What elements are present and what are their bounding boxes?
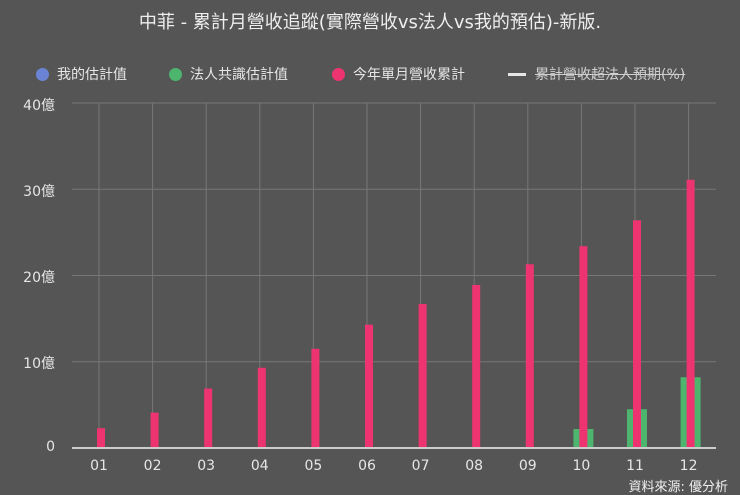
chart-title: 中菲 - 累計月營收追蹤(實際營收vs法人vs我的預估)-新版. [138, 12, 602, 33]
bar-cumulative-07[interactable] [418, 303, 427, 448]
y-tick-40: 40億 [23, 98, 55, 114]
legend-dot-icon [36, 67, 49, 81]
legend-dot-icon [332, 67, 345, 81]
legend-item-consensus-estimate[interactable]: 法人共識估計值 [169, 62, 288, 86]
bar-cumulative-04[interactable] [257, 367, 266, 448]
legend-line-icon [508, 72, 526, 76]
x-tick-08: 08 [465, 458, 484, 474]
x-tick-06: 06 [358, 458, 376, 474]
bar-cumulative-09[interactable] [525, 264, 534, 448]
bar-cumulative-03[interactable] [204, 388, 213, 448]
legend-label: 我的估計值 [57, 67, 127, 83]
x-tick-07: 07 [411, 458, 430, 474]
bar-cumulative-08[interactable] [472, 284, 481, 448]
y-tick-0: 0 [46, 439, 55, 455]
bar-cumulative-12[interactable] [686, 179, 695, 448]
legend-label: 今年單月營收累計 [353, 67, 465, 83]
x-tick-03: 03 [197, 458, 216, 474]
legend-item-beat-expectation[interactable]: 累計營收超法人預期(%) [508, 62, 685, 86]
gridlines [72, 102, 716, 448]
bar-cumulative-01[interactable] [97, 428, 105, 448]
legend-item-my-estimate[interactable]: 我的估計值 [36, 62, 127, 86]
x-tick-11: 11 [626, 458, 644, 474]
bar-cumulative-05[interactable] [311, 348, 320, 448]
x-tick-04: 04 [250, 458, 269, 474]
x-tick-05: 05 [304, 458, 323, 474]
legend-item-cumulative-revenue[interactable]: 今年單月營收累計 [332, 62, 465, 86]
bar-cumulative-11[interactable] [633, 220, 641, 448]
legend-label: 累計營收超法人預期(%) [535, 67, 686, 83]
x-tick-10: 10 [572, 458, 591, 474]
x-tick-09: 09 [518, 458, 537, 474]
bar-cumulative-02[interactable] [150, 412, 159, 448]
legend-dot-icon [169, 67, 182, 81]
y-tick-20: 20億 [23, 270, 55, 286]
bar-cumulative-06[interactable] [365, 324, 373, 448]
y-tick-30: 30億 [23, 184, 55, 200]
legend: 我的估計值 法人共識估計值 今年單月營收累計 累計營收超法人預期(%) [0, 62, 740, 86]
bars [97, 179, 701, 448]
y-tick-10: 10億 [23, 356, 55, 372]
x-tick-02: 02 [143, 458, 162, 474]
legend-label: 法人共識估計值 [190, 67, 288, 83]
bar-cumulative-10[interactable] [579, 246, 588, 448]
x-tick-01: 01 [90, 458, 108, 474]
source-label: 資料來源: 優分析 [628, 480, 728, 495]
x-tick-12: 12 [679, 458, 698, 474]
